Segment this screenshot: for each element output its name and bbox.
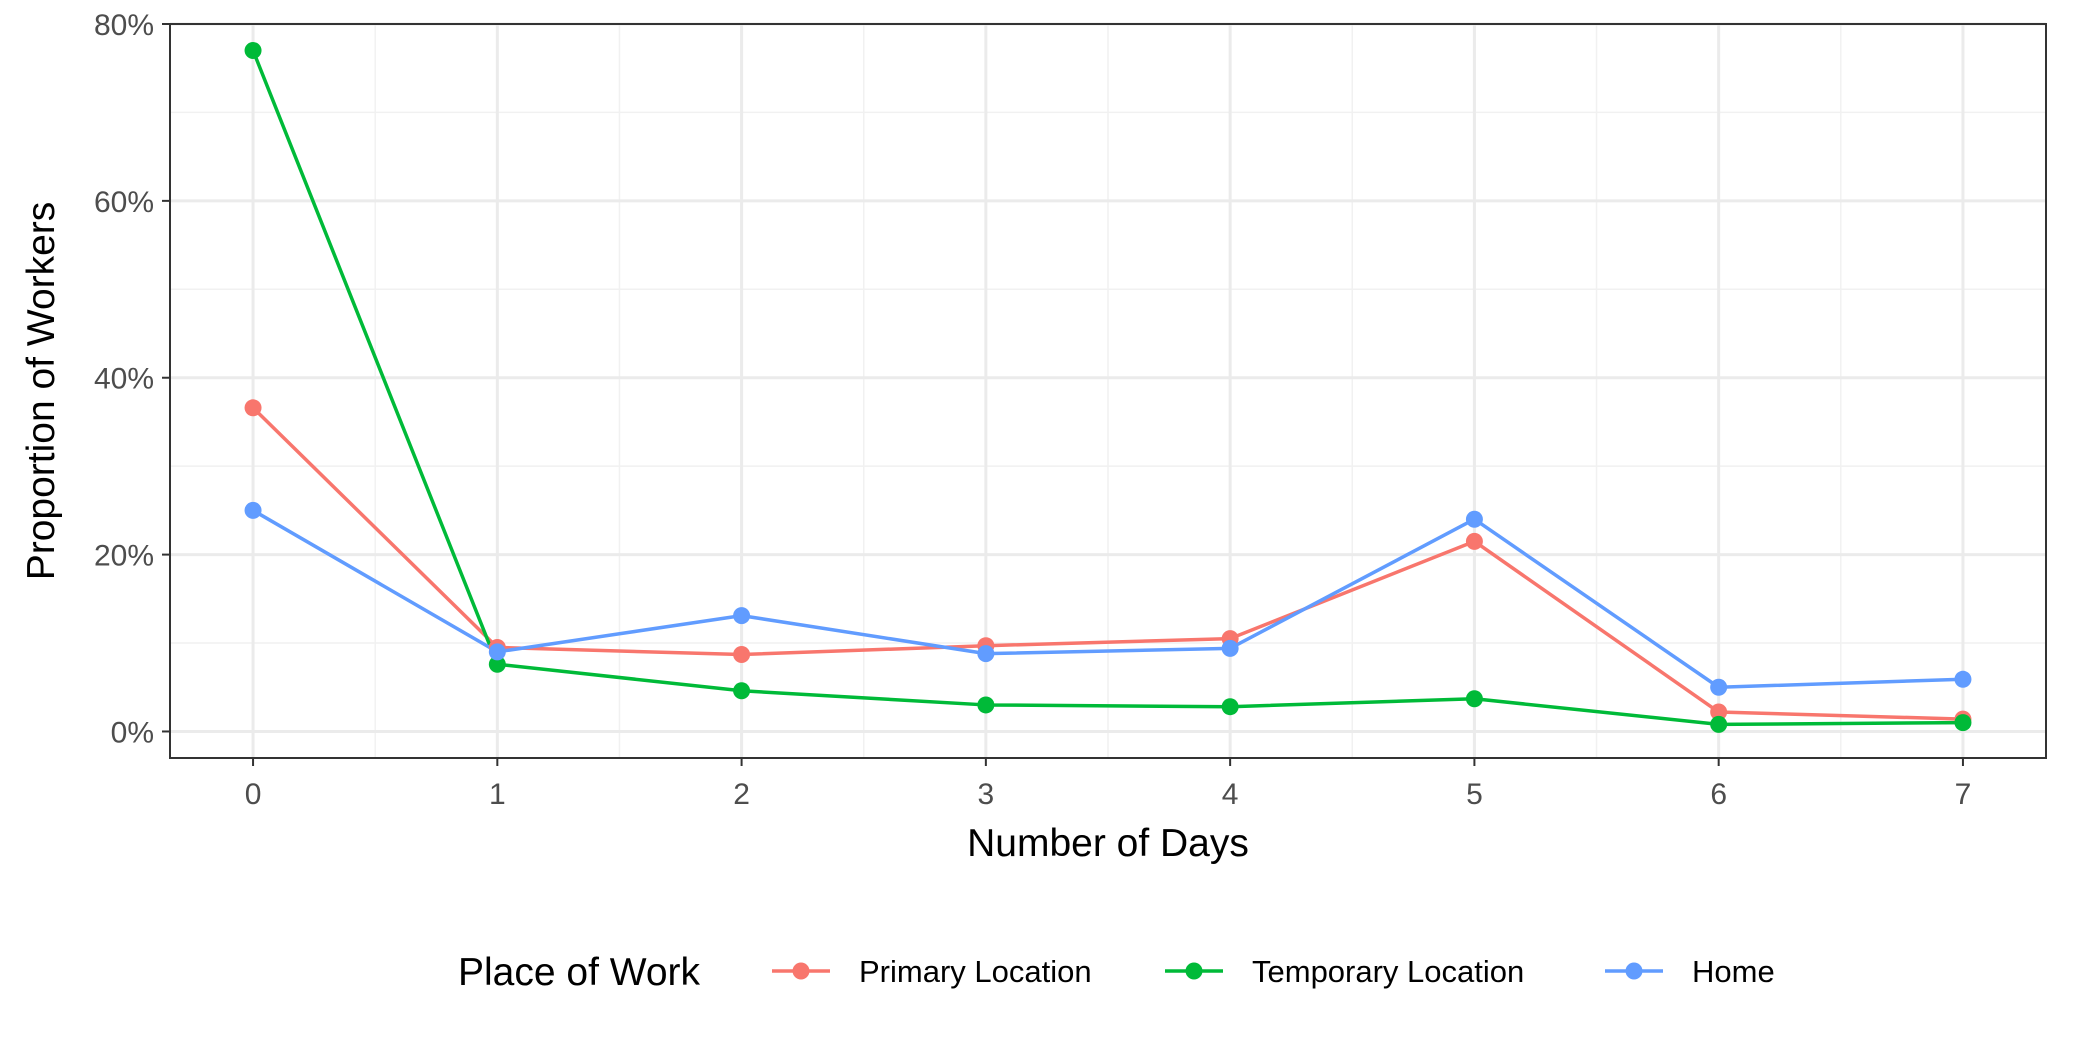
data-point-temporary-location xyxy=(977,696,995,714)
x-tick-label: 2 xyxy=(733,778,750,811)
legend-key-point-home xyxy=(1625,962,1643,980)
x-tick-label: 5 xyxy=(1466,778,1483,811)
series-line-primary-location xyxy=(251,406,1963,721)
data-point-home xyxy=(1465,510,1483,528)
x-tick-label: 3 xyxy=(978,778,995,811)
x-tick-label: 0 xyxy=(245,778,262,811)
data-point-temporary-location xyxy=(1710,715,1728,733)
data-point-primary-location xyxy=(244,399,262,417)
data-point-temporary-location xyxy=(1465,690,1483,708)
data-point-home xyxy=(488,643,506,661)
x-axis: 0 1 2 3 4 5 6 7 xyxy=(245,758,1972,811)
data-point-home xyxy=(1710,678,1728,696)
series-line-temporary-location xyxy=(251,49,1963,727)
x-tick-label: 4 xyxy=(1222,778,1239,811)
legend-label-temporary-location: Temporary Location xyxy=(1252,954,1524,989)
x-tick-label: 6 xyxy=(1710,778,1727,811)
data-point-home xyxy=(1221,639,1239,657)
data-point-home xyxy=(977,645,995,663)
y-tick-label: 80% xyxy=(94,9,154,42)
legend-key-point-primary-location xyxy=(792,962,810,980)
y-axis-title: Proportion of Workers xyxy=(20,202,63,581)
y-axis: 0% 20% 40% 60% 80% xyxy=(94,9,170,749)
y-tick-label: 20% xyxy=(94,540,154,573)
legend: Place of Work Primary Location Temporary … xyxy=(458,951,1775,994)
legend-label-primary-location: Primary Location xyxy=(859,954,1092,989)
data-point-temporary-location xyxy=(1954,714,1972,732)
data-point-temporary-location xyxy=(733,682,751,700)
data-point-temporary-location xyxy=(1221,698,1239,716)
data-point-temporary-location xyxy=(488,655,506,673)
x-tick-label: 7 xyxy=(1955,778,1972,811)
legend-label-home: Home xyxy=(1692,954,1775,989)
plot-border xyxy=(169,23,2047,759)
data-point-home xyxy=(733,607,751,625)
y-tick-label: 60% xyxy=(94,186,154,219)
series-line-home xyxy=(252,508,1964,690)
series-lines xyxy=(251,49,1964,727)
data-point-primary-location xyxy=(733,646,751,664)
data-point-home xyxy=(1954,670,1972,688)
legend-key-point-temporary-location xyxy=(1185,962,1203,980)
data-point-home xyxy=(244,501,262,519)
y-tick-label: 0% xyxy=(111,716,154,749)
legend-title: Place of Work xyxy=(458,951,701,994)
data-point-temporary-location xyxy=(244,42,262,60)
x-tick-label: 1 xyxy=(489,778,506,811)
x-axis-title: Number of Days xyxy=(967,822,1249,865)
y-tick-label: 40% xyxy=(94,363,154,396)
data-point-primary-location xyxy=(1465,532,1483,550)
data-point-primary-location xyxy=(1710,703,1728,721)
series-points xyxy=(244,42,1972,733)
